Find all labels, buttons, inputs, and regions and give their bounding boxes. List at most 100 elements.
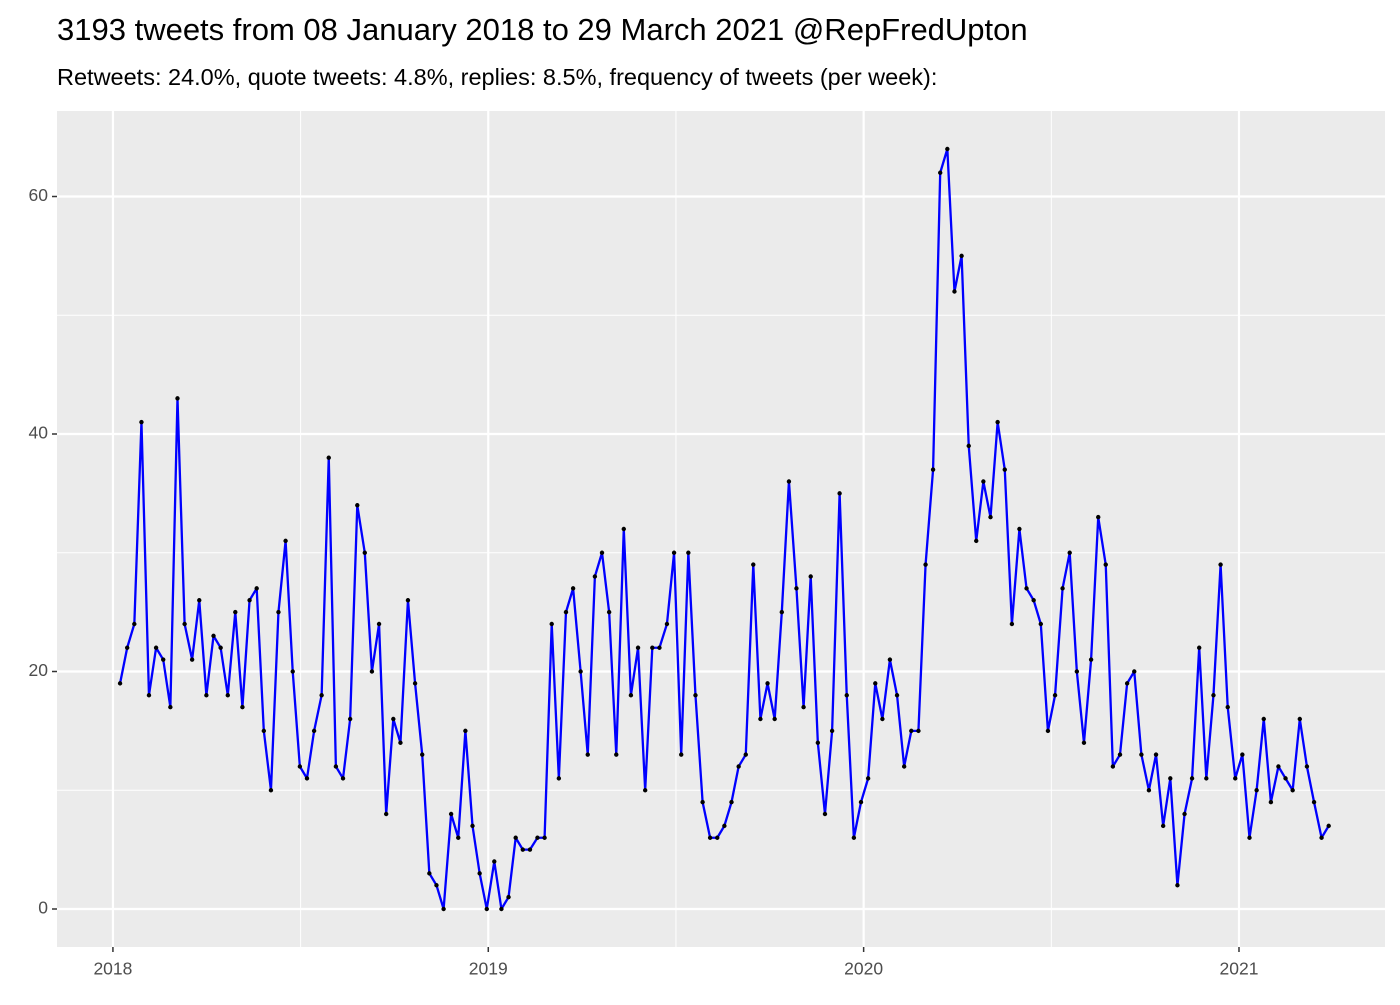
data-point: [837, 491, 842, 496]
data-point: [959, 253, 964, 259]
data-point: [765, 681, 770, 686]
data-point: [153, 645, 159, 650]
data-point: [786, 479, 792, 484]
data-point: [1103, 562, 1108, 567]
data-point: [650, 645, 655, 650]
data-point: [822, 811, 828, 817]
data-point: [671, 550, 677, 555]
chart-title: 3193 tweets from 08 January 2018 to 29 M…: [57, 12, 1028, 47]
data-point: [204, 693, 209, 698]
data-point: [679, 752, 684, 757]
data-point: [297, 764, 303, 769]
data-point: [758, 716, 763, 722]
data-point: [1110, 764, 1116, 769]
data-point: [1290, 788, 1295, 793]
data-point: [829, 728, 835, 734]
data-point: [930, 467, 936, 472]
y-tick-label: 40: [29, 423, 49, 443]
data-point: [1261, 716, 1266, 722]
data-point: [412, 681, 418, 686]
data-point: [1017, 526, 1022, 532]
data-point: [340, 776, 346, 781]
data-point: [1319, 835, 1324, 840]
data-point: [326, 455, 331, 460]
data-point: [506, 894, 511, 900]
data-point: [1168, 776, 1173, 781]
data-point: [1038, 621, 1044, 627]
data-point: [1326, 823, 1331, 829]
data-point: [1304, 764, 1310, 769]
data-point: [233, 609, 238, 615]
data-point: [628, 693, 634, 698]
data-point: [124, 645, 130, 650]
data-point: [132, 621, 137, 627]
data-point: [556, 776, 562, 781]
data-point: [751, 562, 756, 567]
data-point: [974, 538, 979, 544]
data-point: [1197, 645, 1202, 650]
data-point: [427, 871, 432, 876]
data-point: [887, 657, 893, 662]
data-point: [1189, 776, 1195, 781]
data-point: [218, 645, 223, 650]
y-tick-label: 60: [29, 185, 49, 205]
data-point: [909, 728, 914, 734]
data-point: [1268, 799, 1274, 805]
data-point: [1009, 621, 1015, 627]
data-point: [383, 811, 389, 817]
data-point: [1204, 776, 1209, 781]
data-point: [592, 574, 598, 579]
data-point: [1088, 657, 1094, 662]
data-point: [549, 621, 554, 627]
data-point: [743, 752, 748, 757]
data-point: [456, 835, 461, 840]
data-point: [707, 835, 713, 840]
data-point: [945, 146, 950, 152]
data-point: [1233, 776, 1238, 781]
data-point: [535, 835, 540, 840]
data-point: [362, 550, 367, 555]
data-point: [405, 598, 411, 603]
data-point: [952, 289, 957, 294]
data-point: [1052, 693, 1058, 698]
data-point: [189, 657, 195, 662]
data-point: [1283, 776, 1288, 781]
data-point: [542, 835, 547, 840]
data-point: [693, 693, 698, 698]
data-point: [1024, 586, 1029, 591]
data-point: [319, 693, 324, 698]
data-point: [1297, 716, 1302, 722]
data-point: [333, 764, 339, 769]
data-point: [1096, 514, 1101, 520]
data-point: [988, 514, 993, 520]
data-point: [1218, 562, 1223, 567]
data-point: [1146, 788, 1152, 793]
data-point: [175, 396, 180, 401]
data-point: [736, 764, 741, 769]
data-point: [1225, 704, 1230, 710]
data-point: [578, 669, 583, 674]
data-point: [254, 586, 259, 591]
data-point: [470, 823, 475, 829]
data-point: [1254, 788, 1259, 793]
data-point: [197, 598, 202, 603]
data-point: [117, 681, 123, 686]
data-point: [168, 704, 173, 710]
data-point: [722, 823, 727, 829]
data-point: [585, 752, 590, 757]
data-point: [1276, 764, 1281, 769]
data-point: [599, 550, 605, 555]
data-point: [1081, 740, 1087, 745]
data-point: [794, 586, 799, 591]
data-point: [463, 728, 468, 734]
data-point: [420, 752, 425, 757]
data-point: [1124, 681, 1130, 686]
data-point: [966, 443, 971, 449]
data-point: [247, 598, 252, 603]
data-point: [448, 811, 454, 817]
data-point: [513, 835, 518, 840]
data-point: [808, 574, 813, 579]
data-point: [441, 906, 446, 912]
data-point: [570, 586, 576, 591]
